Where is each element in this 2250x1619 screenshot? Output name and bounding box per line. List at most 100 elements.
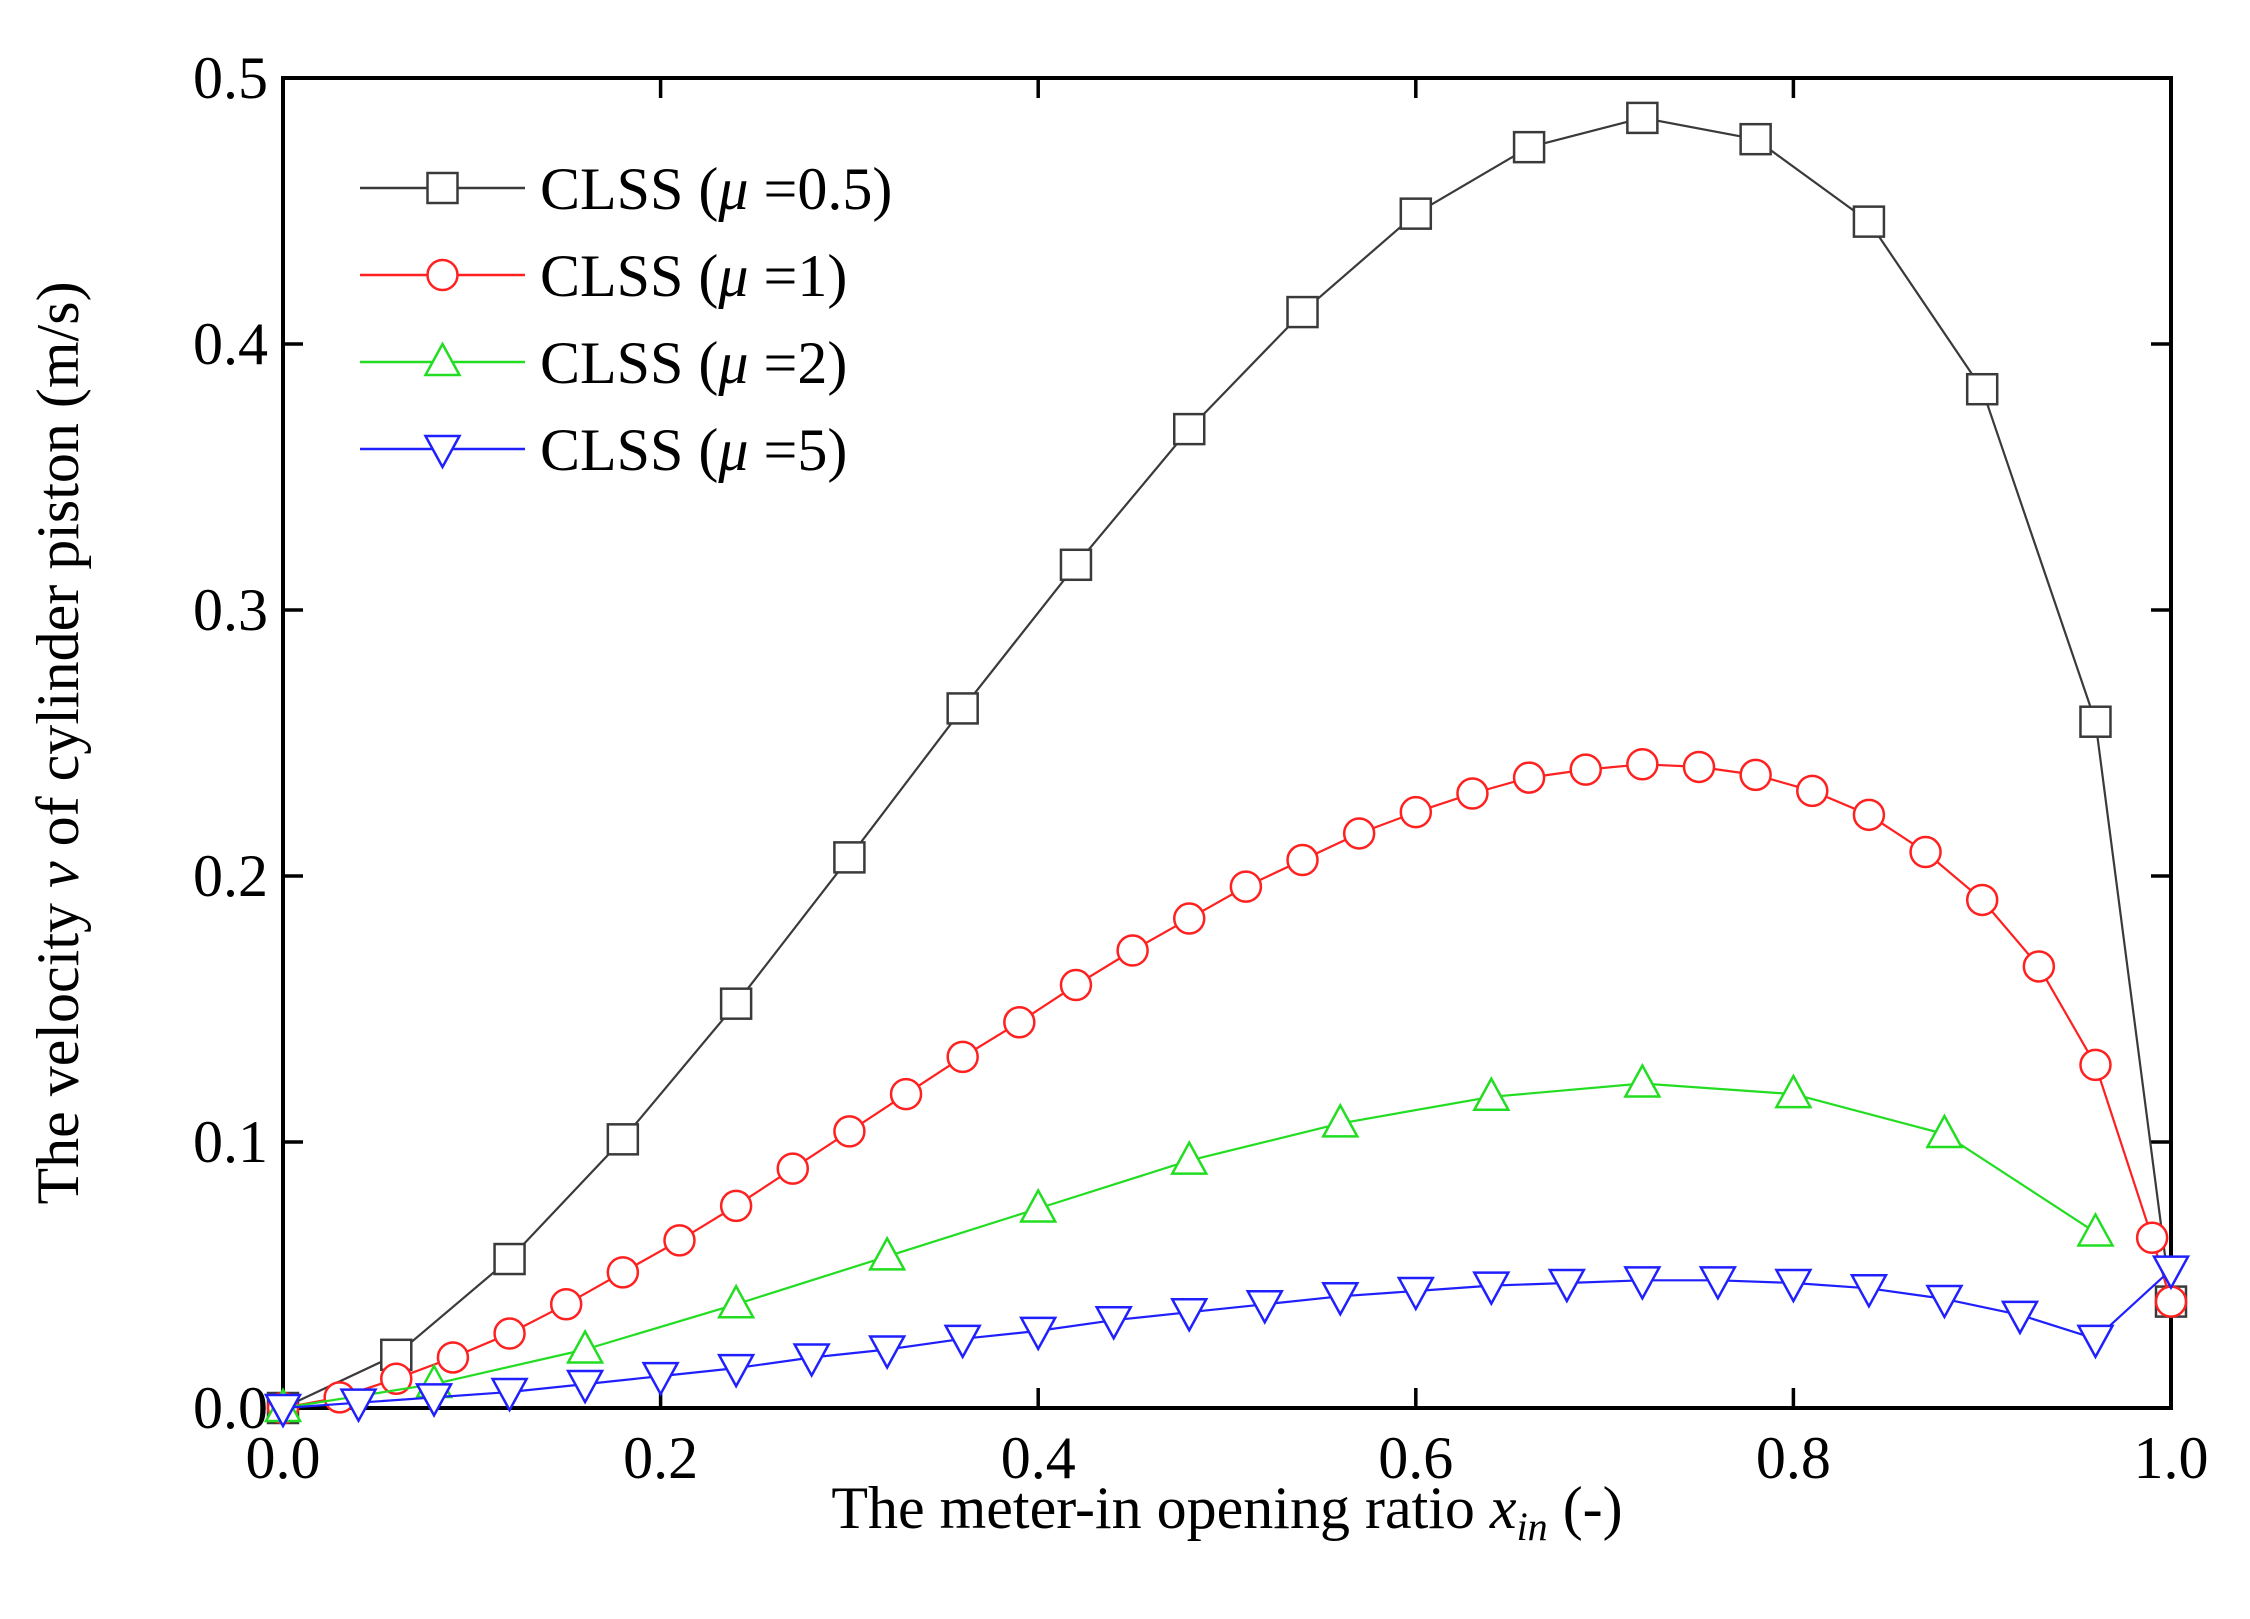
legend-label: CLSS (μ =2) [540, 330, 847, 396]
series-1 [266, 748, 2188, 1425]
data-point [1172, 412, 1206, 446]
legend-marker [423, 341, 462, 377]
data-point [719, 987, 753, 1020]
legend-marker [426, 171, 459, 205]
data-point [1739, 122, 1772, 156]
legend-mu: μ [717, 156, 748, 222]
data-point [1342, 817, 1376, 850]
data-point [946, 1040, 979, 1074]
data-point [1170, 1140, 1209, 1175]
data-point [565, 1369, 605, 1405]
data-point [868, 1335, 907, 1371]
data-point [1925, 1284, 1964, 1320]
y-axis-title-prefix: The velocity [25, 888, 91, 1205]
data-point [1796, 774, 1829, 808]
data-point [868, 1235, 907, 1271]
data-point [2076, 1211, 2115, 1247]
data-point [719, 1189, 753, 1223]
y-axis-title-var: v [25, 861, 91, 888]
legend-suffix: =5) [749, 417, 848, 483]
y-axis-title-suffix: of cylinder piston (m/s) [25, 281, 91, 861]
data-point [1059, 968, 1093, 1002]
x-tick-label: 1.0 [2134, 1425, 2209, 1491]
data-point [1116, 934, 1149, 967]
legend-item: CLSS (μ =2) [360, 330, 847, 396]
data-point [1321, 1102, 1360, 1138]
data-point [943, 1324, 982, 1360]
data-point [1909, 835, 1942, 869]
data-point [565, 1328, 605, 1364]
data-point [263, 1393, 303, 1429]
data-point [414, 1383, 454, 1418]
data-point [1321, 1282, 1360, 1317]
x-tick-label: 0.2 [623, 1425, 698, 1491]
data-point [1849, 1274, 1889, 1309]
data-point [1019, 1316, 1058, 1352]
data-point [1399, 197, 1433, 230]
legend-mu: μ [717, 243, 748, 309]
legend-prefix: CLSS ( [540, 330, 718, 396]
legend-mu: μ [717, 330, 748, 396]
data-point [1623, 1062, 1662, 1098]
data-point [339, 1388, 378, 1424]
data-point [1774, 1073, 1813, 1109]
data-point [641, 1361, 680, 1397]
data-point [493, 1317, 526, 1350]
series-line [282, 1268, 2172, 1410]
legend-prefix: CLSS ( [540, 417, 718, 483]
legend-item: CLSS (μ =0.5) [360, 156, 892, 222]
legend-item: CLSS (μ =5) [360, 417, 847, 483]
data-point [1229, 870, 1263, 903]
data-point [717, 1353, 756, 1389]
axis-ticks: 0.0 0.2 0.4 0.6 0.8 1.0 0.0 0.1 0.2 0.3 0.4 0.5 [193, 45, 2209, 1491]
data-point [776, 1152, 810, 1185]
data-point [1059, 548, 1093, 582]
legend-label: CLSS (μ =5) [540, 417, 847, 483]
legend-marker [426, 258, 459, 292]
data-point [490, 1377, 529, 1413]
series-line [282, 116, 2173, 1409]
data-point [1623, 1266, 1662, 1301]
data-point [889, 1077, 923, 1111]
data-point [1925, 1113, 1964, 1149]
data-point [2000, 1300, 2040, 1336]
x-axis-title: The meter-in opening ratio xin (-) [831, 1475, 1622, 1549]
y-tick-label: 0.5 [193, 45, 268, 111]
data-point [1512, 761, 1546, 794]
legend-label: CLSS (μ =0.5) [540, 156, 892, 222]
legend-prefix: CLSS ( [540, 243, 718, 309]
x-tick-label: 0.8 [1756, 1425, 1831, 1491]
y-tick-label: 0.0 [193, 1375, 268, 1441]
series-2 [263, 1062, 2115, 1423]
x-axis-title-suffix: (-) [1548, 1475, 1623, 1541]
data-point [1852, 205, 1886, 238]
data-point [1569, 753, 1602, 786]
data-point [1626, 748, 1659, 781]
data-point [2079, 705, 2112, 738]
data-point [1698, 1266, 1737, 1301]
y-tick-label: 0.3 [193, 577, 268, 643]
series-layer [263, 101, 2191, 1429]
data-point [1472, 1076, 1511, 1112]
data-point [833, 1115, 866, 1148]
data-point [833, 841, 866, 874]
data-point [1286, 295, 1319, 329]
data-point [1170, 1297, 1209, 1333]
data-point [1512, 130, 1546, 164]
series-line [282, 1082, 2097, 1410]
data-point [1094, 1305, 1133, 1341]
y-tick-label: 0.2 [193, 843, 268, 909]
legend-item: CLSS (μ =1) [360, 243, 847, 309]
data-point [2079, 1048, 2112, 1082]
data-point [2076, 1324, 2115, 1360]
data-point [1965, 883, 1999, 917]
x-tick-label: 0.4 [1001, 1425, 1076, 1491]
data-point [1626, 101, 1659, 135]
data-point [2151, 1255, 2191, 1291]
legend: CLSS (μ =0.5)CLSS (μ =1)CLSS (μ =2)CLSS … [360, 156, 892, 483]
data-point [1852, 798, 1886, 832]
data-point [1965, 372, 1999, 406]
data-point [717, 1283, 756, 1319]
data-point [1472, 1271, 1511, 1307]
